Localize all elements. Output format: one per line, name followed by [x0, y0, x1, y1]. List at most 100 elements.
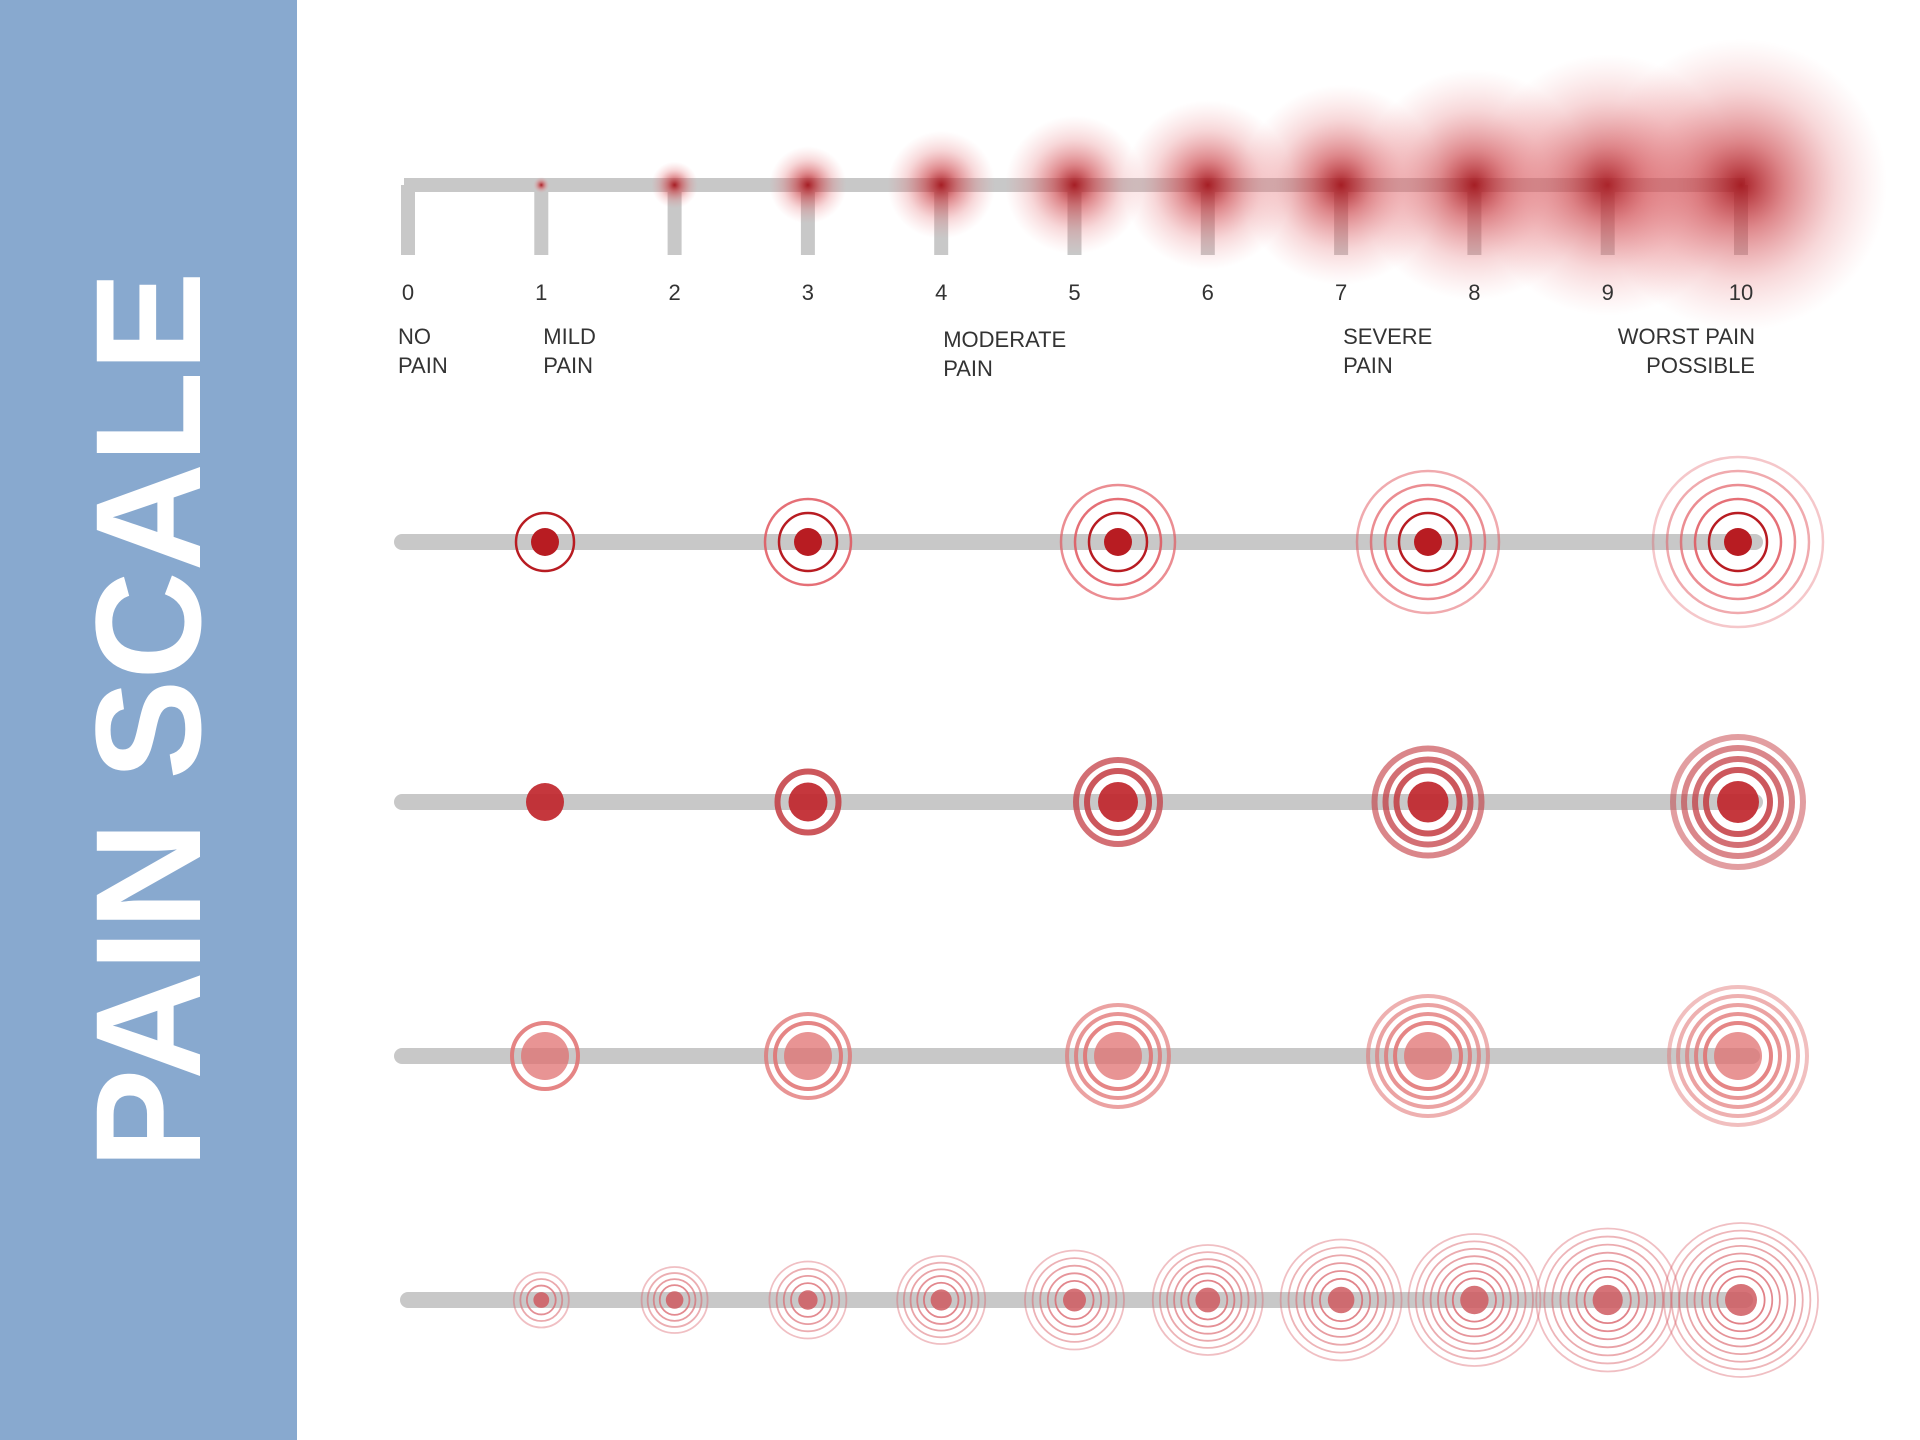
target-ring [1046, 1272, 1103, 1328]
target-core [521, 1032, 569, 1080]
target-ring [1679, 483, 1797, 601]
target-ring [519, 1278, 564, 1322]
target-ring [1054, 1280, 1095, 1321]
target-ring [658, 1284, 691, 1316]
target-ring [768, 1260, 848, 1340]
target-fine-2 [640, 1266, 709, 1334]
target-ring [652, 1278, 697, 1322]
target-core [794, 528, 822, 556]
target-ring [1551, 1243, 1664, 1357]
scale-number: 7 [1335, 280, 1347, 305]
target-ring [1703, 767, 1773, 837]
scale-label: PAIN [1343, 353, 1393, 378]
target-ring [1279, 1238, 1403, 1362]
target-ring [923, 1281, 960, 1319]
pain-glow-4 [887, 130, 996, 240]
target-ring [1437, 1262, 1512, 1338]
scale-label: NO [398, 324, 431, 349]
target-ring [1667, 985, 1809, 1127]
target-outline-3 [1059, 483, 1177, 601]
target-ring [1287, 1246, 1395, 1354]
target-ring [1371, 745, 1485, 859]
target-fine-6 [1151, 1244, 1264, 1356]
target-ring [1083, 1021, 1153, 1091]
target-core [1404, 1032, 1452, 1080]
target-ring [1678, 1237, 1804, 1363]
scale-label: PAIN [543, 353, 593, 378]
target-ring [902, 1261, 980, 1339]
target-ring [775, 1267, 841, 1333]
target-soft-2 [764, 1012, 852, 1100]
scale-number: 8 [1468, 280, 1480, 305]
target-fine-7 [1279, 1238, 1403, 1362]
target-outline-5 [1651, 455, 1825, 629]
target-soft-1 [510, 1021, 580, 1091]
target-thick-1 [526, 783, 564, 821]
target-ring [1366, 994, 1490, 1118]
target-core [788, 782, 828, 822]
scale-number: 4 [935, 280, 947, 305]
target-core [1407, 781, 1449, 823]
target-ring [512, 1271, 570, 1329]
target-core [1094, 1032, 1142, 1080]
target-ring [1685, 1003, 1791, 1109]
target-ring [646, 1272, 703, 1328]
target-ring [774, 768, 842, 836]
target-ring [1073, 757, 1163, 847]
scale-number: 1 [535, 280, 547, 305]
target-core [798, 1290, 818, 1310]
target-core [1195, 1287, 1221, 1313]
target-outline-1 [514, 511, 576, 573]
target-fine-10 [1663, 1222, 1819, 1378]
target-thick-2 [774, 768, 842, 836]
target-ring [1676, 994, 1800, 1118]
target-ring [1663, 1222, 1819, 1378]
target-fine-4 [896, 1255, 987, 1345]
target-ring [773, 1021, 843, 1091]
target-ring [1575, 1267, 1640, 1333]
top-scale: 0 1 2 3 4 5 6 7 8 9 10 NO PAIN MILD PAIN MODERATE PAIN SE… [398, 38, 1888, 381]
target-ring [909, 1268, 973, 1332]
pain-glow-2 [651, 161, 698, 209]
target-ring [1059, 483, 1177, 601]
target-core [1327, 1286, 1355, 1314]
target-ring [1180, 1272, 1236, 1328]
scale-label: PAIN [398, 353, 448, 378]
pain-glow-6 [1123, 100, 1293, 270]
target-ring [1651, 455, 1825, 629]
target-soft-5 [1667, 985, 1809, 1127]
target-core [1724, 528, 1752, 556]
target-ring [1187, 1279, 1229, 1321]
target-ring [1693, 497, 1783, 587]
target-core [784, 1032, 832, 1080]
target-core [1098, 782, 1138, 822]
target-ring [1024, 1249, 1125, 1351]
scale-number: 0 [402, 280, 414, 305]
target-ring [1319, 1277, 1364, 1323]
target-ring [1382, 756, 1474, 848]
target-ring [763, 497, 853, 587]
target-ring [782, 1275, 833, 1326]
target-ring [790, 1282, 826, 1318]
target-core [1725, 1284, 1757, 1316]
target-ring [510, 1021, 580, 1091]
target-ring [1429, 1255, 1520, 1345]
target-ring [1407, 1233, 1542, 1367]
target-ring [896, 1255, 987, 1345]
target-core [665, 1291, 684, 1309]
target-ring [1383, 497, 1473, 587]
intensity-rows [394, 455, 1825, 1378]
target-ring [1397, 511, 1459, 573]
target-ring [1173, 1265, 1243, 1335]
target-ring [1685, 1244, 1797, 1356]
target-ring [525, 1284, 557, 1316]
target-ring [1084, 768, 1152, 836]
scale-number: 9 [1602, 280, 1614, 305]
target-ring [1159, 1251, 1257, 1349]
target-ring [1701, 1260, 1781, 1340]
target-ring [1708, 1267, 1774, 1333]
target-ring [1692, 756, 1784, 848]
target-core [1063, 1288, 1086, 1312]
scale-number: 10 [1729, 280, 1753, 305]
